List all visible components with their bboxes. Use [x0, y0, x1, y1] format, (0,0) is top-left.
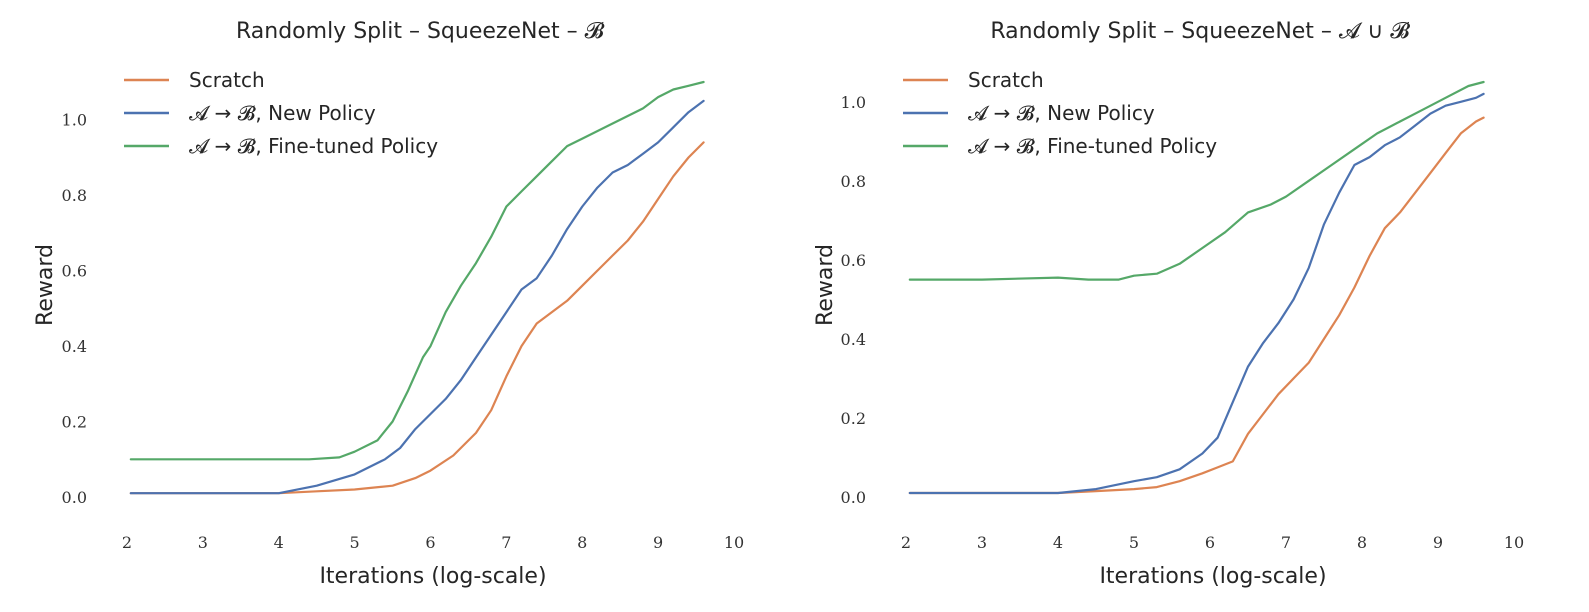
left-chart-legend: Scratch 𝓐 → 𝓑, New Policy 𝓐 → 𝓑, Fine-tune… — [124, 68, 438, 158]
right-xtick-label: 3 — [977, 533, 987, 552]
left-xtick-label: 9 — [653, 533, 663, 552]
left-xtick-label: 10 — [724, 533, 744, 552]
left-chart-xlabel: Iterations (log-scale) — [319, 564, 546, 589]
left-xtick-label: 4 — [274, 533, 284, 552]
right-chart-ylabel: Reward — [813, 244, 838, 326]
left-xtick-label: 8 — [577, 533, 587, 552]
right-xtick-label: 10 — [1504, 533, 1524, 552]
left-chart-series — [129, 80, 705, 495]
right-xtick-label: 9 — [1433, 533, 1443, 552]
right-ytick-label: 0.0 — [841, 488, 866, 507]
right-xtick-label: 8 — [1357, 533, 1367, 552]
left-ytick-label: 0.2 — [62, 413, 87, 432]
right-chart-xticks: 2 3 4 5 6 7 8 9 10 — [901, 533, 1524, 552]
right-xtick-label: 2 — [901, 533, 911, 552]
right-chart-legend: Scratch 𝓐 → 𝓑, New Policy 𝓐 → 𝓑, Fine-tune… — [903, 68, 1217, 158]
left-legend-label-new_policy: 𝓐 → 𝓑, New Policy — [189, 101, 376, 125]
left-chart-yticks: 0.0 0.2 0.4 0.6 0.8 1.0 — [62, 111, 87, 507]
right-chart-yticks: 0.0 0.2 0.4 0.6 0.8 1.0 — [841, 93, 866, 507]
left-series-line-new_policy — [129, 99, 705, 495]
right-ytick-label: 0.2 — [841, 409, 866, 428]
left-xtick-label: 2 — [122, 533, 132, 552]
left-ytick-label: 0.6 — [62, 262, 87, 281]
left-xtick-label: 5 — [350, 533, 360, 552]
right-xtick-label: 7 — [1281, 533, 1291, 552]
right-ytick-label: 0.4 — [841, 330, 866, 349]
right-chart-panel: Randomly Split – SqueezeNet – 𝓐 ∪ 𝓑 Iter… — [813, 19, 1524, 589]
left-series-line-scratch — [129, 141, 705, 495]
left-ytick-label: 0.4 — [62, 337, 87, 356]
right-legend-label-finetuned: 𝓐 → 𝓑, Fine-tuned Policy — [968, 134, 1217, 158]
right-chart-title: Randomly Split – SqueezeNet – 𝓐 ∪ 𝓑 — [990, 19, 1410, 44]
right-xtick-label: 5 — [1129, 533, 1139, 552]
right-series-line-finetuned — [908, 80, 1485, 281]
left-xtick-label: 3 — [198, 533, 208, 552]
left-xtick-label: 6 — [425, 533, 435, 552]
right-xtick-label: 4 — [1053, 533, 1063, 552]
left-chart-panel: Randomly Split – SqueezeNet – 𝓑 Iteratio… — [33, 19, 744, 589]
left-legend-label-scratch: Scratch — [189, 68, 265, 92]
left-ytick-label: 0.0 — [62, 488, 87, 507]
left-chart-xticks: 2 3 4 5 6 7 8 9 10 — [122, 533, 744, 552]
left-ytick-label: 0.8 — [62, 186, 87, 205]
right-legend-label-scratch: Scratch — [968, 68, 1044, 92]
left-ytick-label: 1.0 — [62, 111, 87, 130]
right-chart-series — [908, 80, 1485, 495]
right-xtick-label: 6 — [1205, 533, 1215, 552]
right-ytick-label: 0.6 — [841, 251, 866, 270]
left-series-line-finetuned — [129, 80, 705, 461]
left-chart-ylabel: Reward — [33, 244, 58, 326]
right-legend-label-new_policy: 𝓐 → 𝓑, New Policy — [968, 101, 1155, 125]
left-xtick-label: 7 — [501, 533, 511, 552]
left-chart-title: Randomly Split – SqueezeNet – 𝓑 — [236, 19, 605, 44]
left-legend-label-finetuned: 𝓐 → 𝓑, Fine-tuned Policy — [189, 134, 438, 158]
right-series-line-new_policy — [908, 92, 1485, 495]
right-ytick-label: 0.8 — [841, 172, 866, 191]
right-ytick-label: 1.0 — [841, 93, 866, 112]
right-series-line-scratch — [908, 116, 1485, 495]
right-chart-xlabel: Iterations (log-scale) — [1099, 564, 1326, 589]
